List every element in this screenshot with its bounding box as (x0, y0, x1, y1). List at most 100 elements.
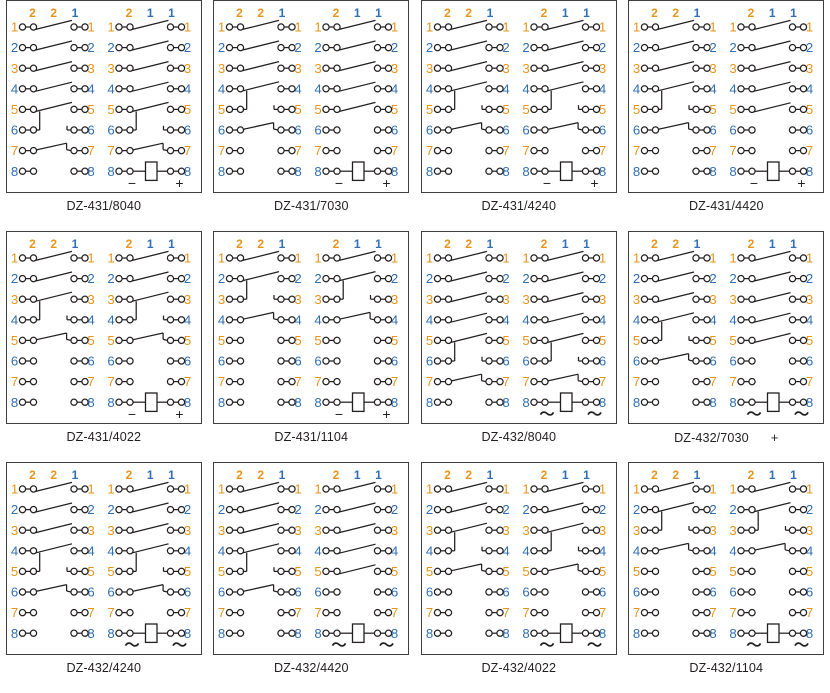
svg-text:2: 2 (673, 237, 680, 251)
svg-text:1: 1 (426, 20, 433, 35)
svg-text:2: 2 (651, 6, 658, 20)
svg-text:1: 1 (583, 237, 590, 251)
svg-text:7: 7 (426, 374, 433, 389)
svg-text:1: 1 (486, 468, 493, 482)
svg-text:2: 2 (426, 271, 433, 286)
svg-text:6: 6 (218, 354, 225, 369)
svg-text:2: 2 (444, 237, 451, 251)
svg-text:～: ～ (379, 637, 394, 653)
svg-text:2: 2 (333, 237, 340, 251)
svg-text:2: 2 (748, 237, 755, 251)
svg-text:3: 3 (730, 292, 737, 307)
svg-text:5: 5 (218, 333, 225, 348)
svg-text:6: 6 (107, 354, 114, 369)
svg-text:7: 7 (522, 605, 529, 620)
svg-text:～: ～ (539, 406, 554, 422)
svg-text:8: 8 (107, 164, 114, 179)
svg-text:4: 4 (426, 543, 433, 558)
svg-text:1: 1 (147, 6, 154, 20)
svg-text:1: 1 (633, 482, 640, 497)
svg-text:8: 8 (426, 395, 433, 410)
svg-text:7: 7 (633, 143, 640, 158)
svg-text:−: − (335, 406, 343, 422)
svg-text:5: 5 (315, 564, 322, 579)
svg-text:6: 6 (315, 123, 322, 138)
svg-text:～: ～ (747, 637, 762, 653)
svg-text:6: 6 (633, 585, 640, 600)
svg-text:1: 1 (769, 6, 776, 20)
svg-text:4: 4 (633, 312, 640, 327)
panel-caption-text: DZ-431/4420 (689, 199, 764, 213)
svg-text:6: 6 (11, 123, 18, 138)
svg-text:7: 7 (315, 605, 322, 620)
svg-text:−: − (750, 175, 758, 191)
svg-text:6: 6 (107, 123, 114, 138)
svg-text:4: 4 (730, 543, 737, 558)
svg-text:1: 1 (71, 6, 78, 20)
svg-text:6: 6 (218, 123, 225, 138)
panel-caption-text: DZ-432/4420 (274, 661, 349, 675)
svg-text:1: 1 (11, 482, 18, 497)
svg-text:5: 5 (426, 564, 433, 579)
svg-text:5: 5 (522, 564, 529, 579)
svg-text:1: 1 (522, 251, 529, 266)
svg-text:2: 2 (522, 40, 529, 55)
svg-text:8: 8 (11, 164, 18, 179)
svg-text:6: 6 (426, 354, 433, 369)
svg-text:1: 1 (147, 237, 154, 251)
svg-text:2: 2 (426, 502, 433, 517)
svg-text:3: 3 (730, 523, 737, 538)
svg-text:3: 3 (522, 61, 529, 76)
svg-text:1: 1 (279, 6, 286, 20)
svg-text:～: ～ (587, 406, 602, 422)
svg-text:1: 1 (730, 20, 737, 35)
svg-text:4: 4 (11, 81, 18, 96)
svg-text:1: 1 (486, 237, 493, 251)
panel-caption-text: DZ-431/8040 (66, 199, 141, 213)
panel-caption: DZ-431/4022 (66, 430, 141, 444)
svg-text:1: 1 (354, 6, 361, 20)
svg-text:5: 5 (730, 333, 737, 348)
svg-text:2: 2 (125, 468, 132, 482)
panel-caption-text: DZ-432/7030 (674, 431, 749, 445)
svg-text:1: 1 (315, 20, 322, 35)
svg-text:5: 5 (730, 564, 737, 579)
svg-text:5: 5 (315, 102, 322, 117)
svg-text:8: 8 (633, 395, 640, 410)
svg-text:8: 8 (730, 164, 737, 179)
svg-text:−: − (543, 175, 551, 191)
panel-caption-text: DZ-431/7030 (274, 199, 349, 213)
svg-text:2: 2 (730, 502, 737, 517)
svg-text:4: 4 (522, 312, 529, 327)
panel-caption-text: DZ-431/4240 (481, 199, 556, 213)
svg-text:1: 1 (562, 237, 569, 251)
svg-text:2: 2 (465, 6, 472, 20)
svg-text:8: 8 (218, 395, 225, 410)
panel-caption-text: DZ-431/1104 (274, 430, 348, 444)
svg-text:3: 3 (730, 61, 737, 76)
svg-text:1: 1 (218, 482, 225, 497)
svg-text:6: 6 (426, 585, 433, 600)
svg-text:3: 3 (522, 523, 529, 538)
svg-text:4: 4 (218, 543, 225, 558)
svg-text:5: 5 (218, 564, 225, 579)
svg-text:2: 2 (218, 271, 225, 286)
